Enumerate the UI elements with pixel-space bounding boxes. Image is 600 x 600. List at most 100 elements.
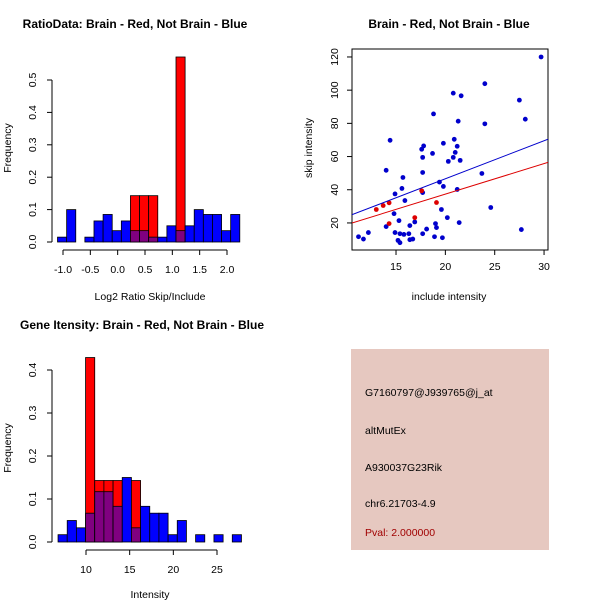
not-brain-point xyxy=(433,221,438,227)
ratio-hist-xlabel: Log2 Ratio Skip/Include xyxy=(95,291,206,303)
x-tick-label: 1.0 xyxy=(165,264,180,276)
not-brain-point xyxy=(439,207,444,212)
x-tick-label: -1.0 xyxy=(54,264,72,276)
histogram-bar xyxy=(175,56,186,243)
not-brain-point xyxy=(397,231,403,237)
not-brain-point xyxy=(454,143,460,149)
not-brain-point xyxy=(397,240,403,246)
histogram-bar-overlap xyxy=(112,505,123,543)
x-tick-label: 15 xyxy=(390,261,402,273)
not-brain-point xyxy=(391,211,397,217)
histogram-bar xyxy=(120,220,131,243)
x-tick-label: 2.0 xyxy=(220,264,235,276)
histogram-bar xyxy=(213,534,224,543)
histogram-bar xyxy=(176,520,187,543)
ratio-histogram: -1.0 -0.5 0.0 0.5 1.0 1.5 2.0 0.0 0.1 0.2 0.3 0.4 0.… xyxy=(27,56,241,276)
x-tick-label: 0.0 xyxy=(110,264,125,276)
not-brain-point xyxy=(440,140,446,146)
not-brain-point xyxy=(383,167,389,173)
histogram-bar xyxy=(140,505,151,543)
not-brain-point xyxy=(432,234,437,240)
brain-point xyxy=(373,207,379,212)
brain-fit-line xyxy=(352,161,548,224)
scatter-xlabel: include intensity xyxy=(412,291,487,303)
histogram-bar-overlap xyxy=(85,512,96,543)
not-brain-point xyxy=(482,121,488,127)
histogram-bar xyxy=(230,214,241,243)
histogram-bar xyxy=(66,209,77,243)
histogram-bar xyxy=(84,236,95,243)
histogram-bar xyxy=(66,520,77,543)
not-brain-point xyxy=(387,137,393,143)
histogram-bar xyxy=(111,230,122,243)
gene-hist-xlabel: Intensity xyxy=(130,589,170,600)
histogram-bar xyxy=(166,225,177,243)
y-tick-label: 60 xyxy=(329,151,341,163)
gene-name: A930037G23Rik xyxy=(365,462,443,474)
y-tick-label: 0.4 xyxy=(27,105,39,120)
not-brain-point xyxy=(396,218,402,224)
scatter-ylabel: skip intensity xyxy=(303,117,315,178)
not-brain-point xyxy=(450,154,456,160)
x-tick-label: 1.5 xyxy=(192,264,207,276)
histogram-bar xyxy=(184,225,195,243)
plot-box xyxy=(351,48,549,251)
histogram-bar xyxy=(202,214,213,243)
not-brain-point xyxy=(445,158,451,164)
not-brain-point xyxy=(400,175,406,180)
histogram-bar xyxy=(102,214,113,243)
histogram-bar xyxy=(57,534,68,543)
info-panel-background xyxy=(351,349,549,550)
y-tick-label: 0.1 xyxy=(27,202,39,217)
x-tick-label: 10 xyxy=(80,564,92,576)
histogram-bar xyxy=(193,209,204,243)
y-tick-label: 0.3 xyxy=(27,406,39,421)
not-brain-point xyxy=(516,97,522,103)
histogram-bar-overlap xyxy=(103,491,114,543)
not-brain-point xyxy=(412,219,418,225)
brain-point xyxy=(380,203,386,208)
brain-point xyxy=(412,215,418,221)
y-tick-label: 0.0 xyxy=(27,235,39,250)
histogram-bar-overlap xyxy=(139,230,150,243)
not-brain-point xyxy=(522,116,528,122)
histogram-bar-overlap xyxy=(94,491,105,543)
not-brain-point xyxy=(406,231,412,237)
scatter-title: Brain - Red, Not Brain - Blue xyxy=(368,17,530,31)
brain-point xyxy=(386,221,392,227)
not-brain-point xyxy=(456,220,462,226)
x-tick-label: 20 xyxy=(167,564,179,576)
not-brain-point xyxy=(451,136,457,142)
not-brain-point xyxy=(488,205,494,210)
not-brain-point xyxy=(383,224,389,229)
not-brain-point xyxy=(420,154,426,160)
histogram-bar xyxy=(167,534,178,543)
not-brain-point xyxy=(420,170,426,175)
x-tick-label: 0.5 xyxy=(138,264,153,276)
y-tick-label: 0.1 xyxy=(27,492,39,507)
not-brain-fit-line xyxy=(352,138,548,216)
not-brain-point xyxy=(402,198,408,203)
histogram-bar xyxy=(57,236,68,243)
x-tick-label: -0.5 xyxy=(81,264,99,276)
histogram-bar xyxy=(195,534,206,543)
y-tick-label: 80 xyxy=(329,117,341,129)
y-tick-label: 0.5 xyxy=(27,73,39,88)
histogram-bar xyxy=(149,512,160,543)
not-brain-point xyxy=(440,184,446,189)
not-brain-point xyxy=(444,215,450,221)
not-brain-point xyxy=(434,225,439,230)
gene-hist-ylabel: Frequency xyxy=(2,422,14,472)
y-tick-label: 120 xyxy=(329,48,341,66)
not-brain-point xyxy=(482,81,488,87)
y-tick-label: 0.2 xyxy=(27,449,39,464)
histogram-bar-overlap xyxy=(131,527,141,543)
x-tick-label: 30 xyxy=(538,261,550,273)
histogram-bar xyxy=(121,477,132,543)
histogram-bar xyxy=(157,236,168,243)
brain-point xyxy=(434,200,439,205)
not-brain-point xyxy=(420,231,426,237)
not-brain-point xyxy=(421,143,427,149)
histogram-bar xyxy=(231,534,242,543)
